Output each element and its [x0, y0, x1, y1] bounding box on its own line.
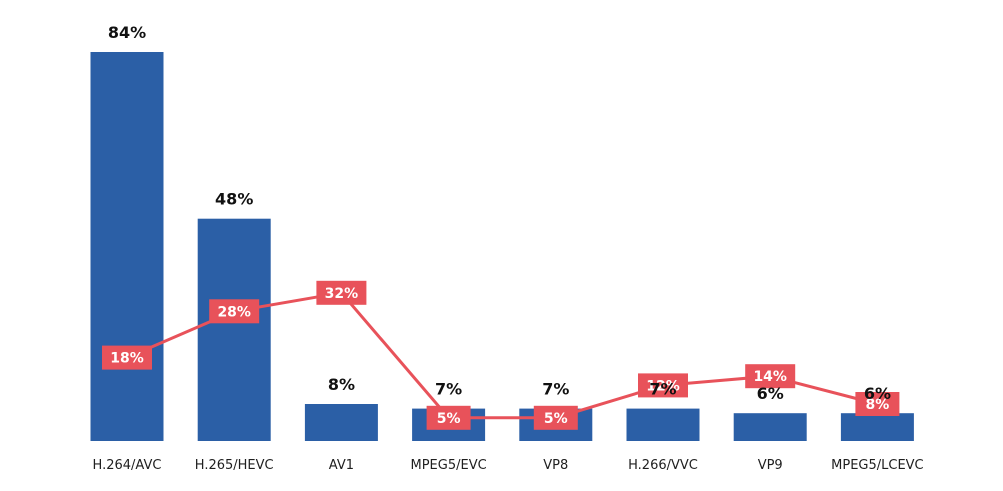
category-label: VP8 — [543, 458, 568, 473]
line-point-marker — [426, 405, 471, 430]
bar-H.264/AVC — [90, 52, 164, 441]
line-value-label: 32% — [325, 286, 359, 302]
bar-value-label: 7% — [542, 380, 569, 399]
line-value-label: 18% — [110, 351, 144, 367]
line-layer: 18% 28% 32% 5% 5% 12% 14% 8% — [102, 280, 900, 430]
line-point-marker — [855, 392, 900, 416]
bar-MPEG5/LCEVC — [840, 413, 914, 441]
category-label: MPEG5/LCEVC — [831, 458, 924, 473]
bar-AV1 — [304, 404, 378, 441]
line-point-marker — [745, 364, 796, 389]
bars-layer — [90, 52, 914, 441]
bar-value-label: 7% — [649, 380, 676, 399]
category-label: H.266/VVC — [628, 458, 698, 473]
line-point-marker — [209, 299, 260, 324]
bar-value-label: 6% — [864, 384, 891, 403]
labels-layer: 84% H.264/AVC 48% H.265/HEVC 8% AV1 7% MPEG5/EV… — [93, 23, 924, 473]
category-label: AV1 — [329, 458, 354, 473]
category-label: H.264/AVC — [93, 458, 162, 473]
line-point-marker — [533, 405, 578, 430]
line-value-label: 12% — [646, 378, 680, 394]
bar-value-label: 48% — [215, 190, 253, 209]
line-value-label: 28% — [217, 304, 251, 320]
line-value-label: 14% — [753, 369, 787, 385]
category-label: MPEG5/EVC — [411, 458, 487, 473]
line-point-marker — [638, 373, 688, 398]
line-point-marker — [316, 280, 367, 305]
bar-value-label: 8% — [328, 375, 355, 394]
bar-H.266/VVC — [626, 408, 700, 441]
bar-VP9 — [733, 413, 807, 441]
bar-value-label: 6% — [757, 384, 784, 403]
line-value-label: 5% — [437, 411, 461, 427]
category-label: H.265/HEVC — [195, 458, 274, 473]
line-point-marker — [102, 345, 152, 370]
bar-H.265/HEVC — [197, 218, 271, 441]
line-value-label: 5% — [544, 411, 568, 427]
line-value-label: 8% — [866, 397, 890, 413]
bar-value-label: 7% — [435, 380, 462, 399]
bar-value-label: 84% — [108, 23, 146, 42]
category-label: VP9 — [758, 458, 783, 473]
